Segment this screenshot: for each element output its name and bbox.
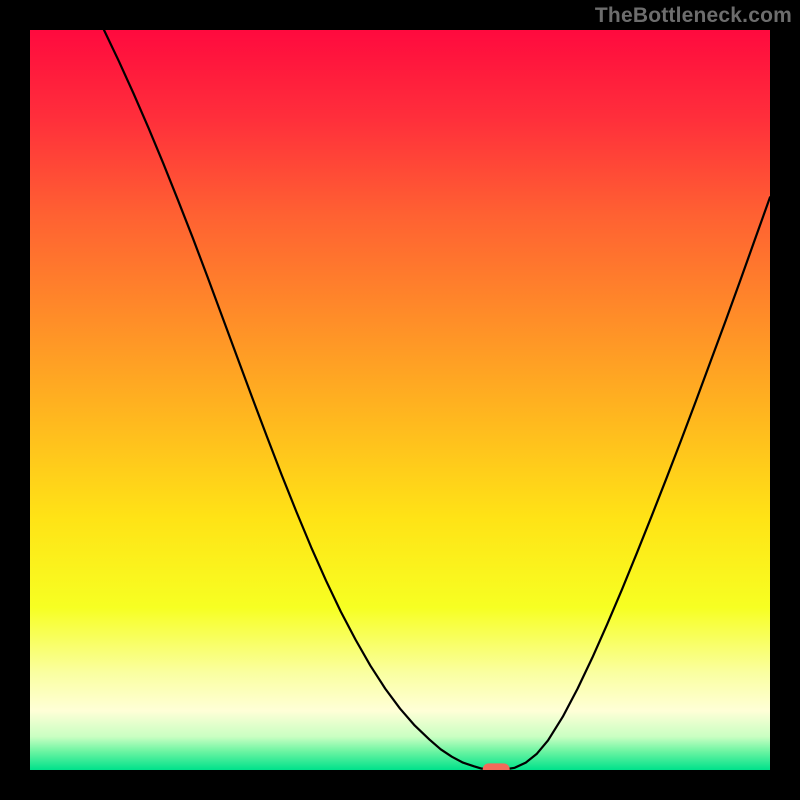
optimal-point-marker [483, 763, 510, 770]
bottleneck-curve [104, 30, 770, 770]
watermark-text: TheBottleneck.com [595, 4, 792, 28]
plot-area [30, 30, 770, 770]
chart-stage: TheBottleneck.com [0, 0, 800, 800]
curve-layer [30, 30, 770, 770]
